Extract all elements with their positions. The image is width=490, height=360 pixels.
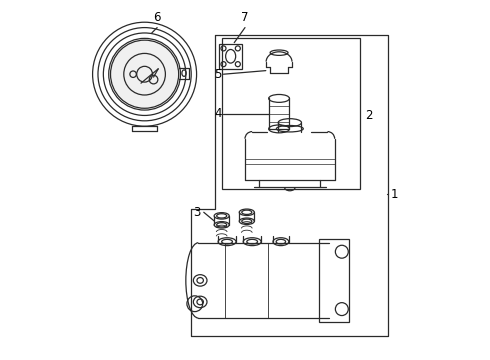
Text: 4: 4 bbox=[214, 107, 221, 120]
Text: 2: 2 bbox=[365, 109, 372, 122]
Text: 3: 3 bbox=[193, 206, 200, 219]
Bar bbox=[318, 239, 349, 321]
Bar bbox=[221, 39, 360, 189]
Bar bbox=[219, 44, 243, 69]
Circle shape bbox=[111, 40, 179, 108]
Text: 5: 5 bbox=[214, 68, 221, 81]
Text: 7: 7 bbox=[241, 11, 249, 24]
Text: 6: 6 bbox=[153, 11, 161, 24]
Text: 1: 1 bbox=[390, 188, 398, 201]
